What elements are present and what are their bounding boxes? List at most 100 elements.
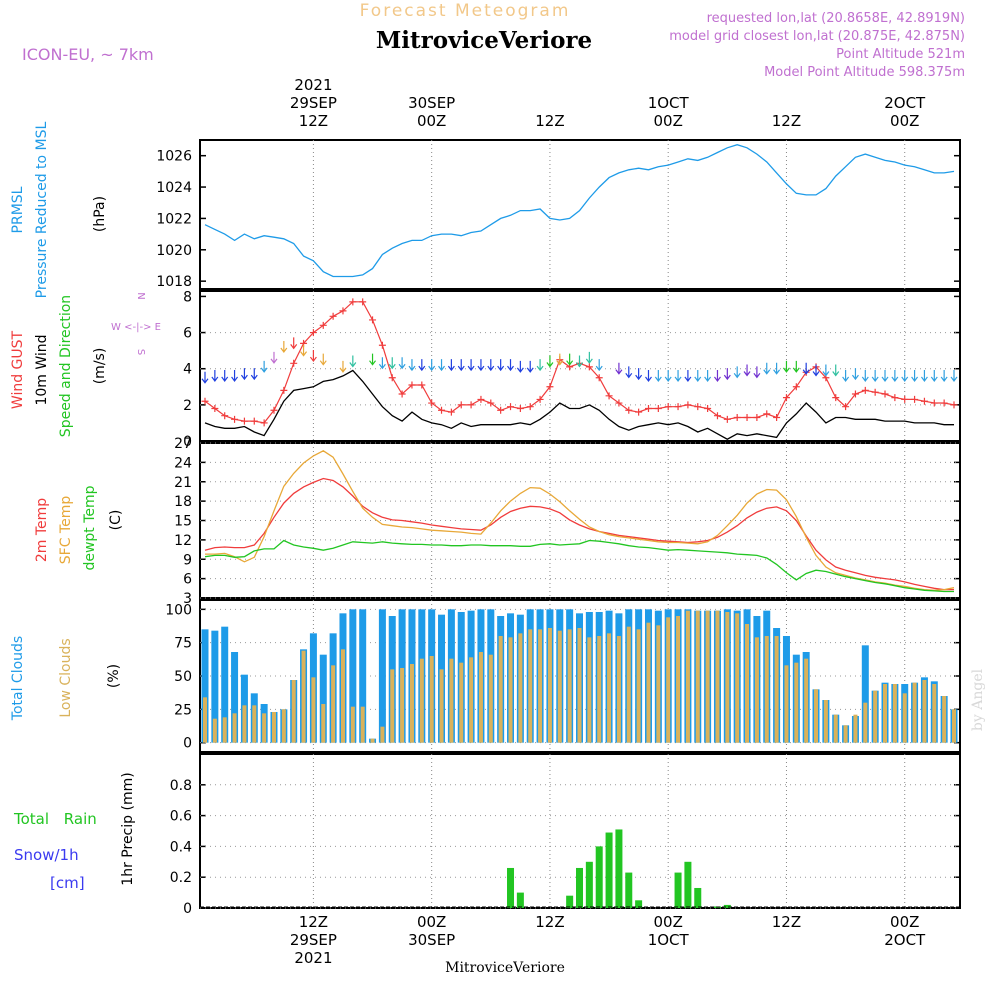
wind-direction-arrow	[438, 359, 446, 372]
wind-direction-arrow	[615, 362, 623, 375]
gust-marker	[270, 406, 278, 414]
bottom-time-label: 29SEP	[290, 931, 337, 949]
wind-direction-arrow	[901, 369, 909, 382]
gust-marker	[526, 403, 534, 411]
compass-s: S	[135, 349, 146, 355]
low-cloud-bar	[429, 656, 434, 743]
cloud-ylabel-total: Total Clouds	[10, 636, 26, 721]
gust-marker	[664, 403, 672, 411]
low-cloud-bar	[587, 637, 592, 743]
rain-bar	[625, 872, 633, 908]
low-cloud-bar	[252, 705, 257, 743]
low-cloud-bar	[449, 658, 454, 743]
low-cloud-bar	[843, 725, 848, 743]
total-cloud-bar	[359, 609, 367, 743]
temp-line-2m-temp	[204, 477, 954, 591]
wind-direction-arrow	[792, 360, 800, 373]
gust-marker	[871, 388, 879, 396]
low-cloud-bar	[212, 718, 217, 743]
low-cloud-bar	[518, 633, 523, 743]
wind-direction-arrow	[645, 369, 652, 382]
gust-marker	[842, 403, 850, 411]
gust-marker	[369, 316, 377, 324]
wind-direction-arrow	[595, 359, 603, 372]
gust-marker	[398, 390, 406, 398]
cloud-ylabel-unit: (%)	[106, 664, 122, 688]
gust-marker	[792, 383, 800, 391]
gust-marker	[773, 414, 781, 422]
y-tick-label: 24	[174, 455, 192, 471]
top-time-label: 29SEP	[290, 94, 337, 112]
wind-direction-arrow	[516, 360, 524, 373]
total-cloud-bar	[349, 609, 357, 743]
low-cloud-bar	[676, 616, 681, 743]
low-cloud-bar	[754, 637, 759, 743]
rain-bar	[585, 861, 593, 908]
bottom-time-label: 2OCT	[884, 931, 926, 949]
bottom-time-label: 30SEP	[408, 931, 455, 949]
low-cloud-bar	[912, 682, 917, 743]
wind-direction-arrow	[221, 369, 229, 382]
wind-direction-arrow	[319, 353, 327, 366]
wind-direction-arrow	[763, 362, 771, 375]
low-cloud-bar	[794, 662, 799, 743]
low-cloud-bar	[715, 610, 720, 743]
temp-line-sfc-temp	[205, 450, 955, 591]
y-tick-label: 9	[183, 552, 192, 568]
wind-direction-arrow	[388, 357, 396, 370]
gust-marker	[753, 414, 761, 422]
low-cloud-bar	[823, 700, 828, 743]
wind-direction-arrow	[250, 368, 258, 381]
total-cloud-bar	[221, 626, 229, 743]
precip-ylabel: 1hr Precip (mm)	[120, 772, 136, 885]
low-cloud-bar	[666, 617, 671, 743]
low-cloud-bar	[873, 690, 878, 743]
wind-direction-arrow	[487, 359, 495, 372]
model-label: ICON-EU, ~ 7km	[22, 45, 154, 64]
low-cloud-bar	[271, 712, 276, 743]
low-cloud-bar	[607, 633, 612, 743]
wind-ylabels: Wind GUST 10m Wind Speed and Direction (…	[10, 292, 161, 437]
y-tick-label: 0	[183, 736, 192, 752]
wind-direction-arrow	[802, 362, 810, 375]
wind-direction-arrow	[733, 366, 741, 379]
low-cloud-bar	[942, 696, 947, 743]
y-tick-label: 1024	[156, 180, 192, 196]
low-cloud-bar	[646, 622, 651, 743]
low-cloud-bar	[735, 613, 740, 743]
wind-direction-arrow	[753, 366, 761, 379]
wind-direction-arrow	[556, 353, 564, 366]
gust-marker	[418, 381, 426, 389]
rain-bar	[516, 892, 524, 908]
wind-direction-arrow	[211, 369, 219, 382]
footer-location: MitroviceVeriore	[445, 960, 565, 976]
low-cloud-bar	[745, 624, 750, 743]
y-tick-label: 6	[183, 326, 192, 342]
low-cloud-bar	[764, 636, 769, 743]
low-cloud-bar	[291, 680, 296, 743]
gust-marker	[713, 412, 721, 420]
wind-direction-arrow	[891, 369, 899, 382]
gust-marker	[684, 401, 692, 409]
top-time-label: 2OCT	[884, 94, 926, 112]
low-cloud-bar	[547, 628, 552, 743]
low-cloud-bar	[804, 658, 809, 743]
low-cloud-bar	[508, 637, 513, 743]
wind-direction-arrow	[743, 364, 751, 377]
faded-title: Forecast Meteogram	[360, 1, 571, 21]
wind-direction-arrow	[585, 351, 593, 364]
gust-marker	[260, 419, 268, 427]
y-tick-label: 12	[174, 533, 192, 549]
wind-direction-arrow	[477, 359, 485, 372]
gust-marker	[201, 397, 209, 405]
low-cloud-bar	[892, 684, 897, 743]
y-tick-label: 1022	[156, 211, 192, 227]
wind-direction-arrow	[920, 369, 928, 382]
gust-marker	[674, 403, 682, 411]
y-tick-label: 6	[183, 572, 192, 588]
wind-panel: 0 2 4 6 8	[183, 289, 960, 450]
bottom-time-label: 00Z	[654, 913, 683, 931]
low-cloud-bar	[656, 625, 661, 743]
wind-direction-arrow	[950, 369, 958, 382]
wind-direction-arrow	[467, 359, 475, 372]
